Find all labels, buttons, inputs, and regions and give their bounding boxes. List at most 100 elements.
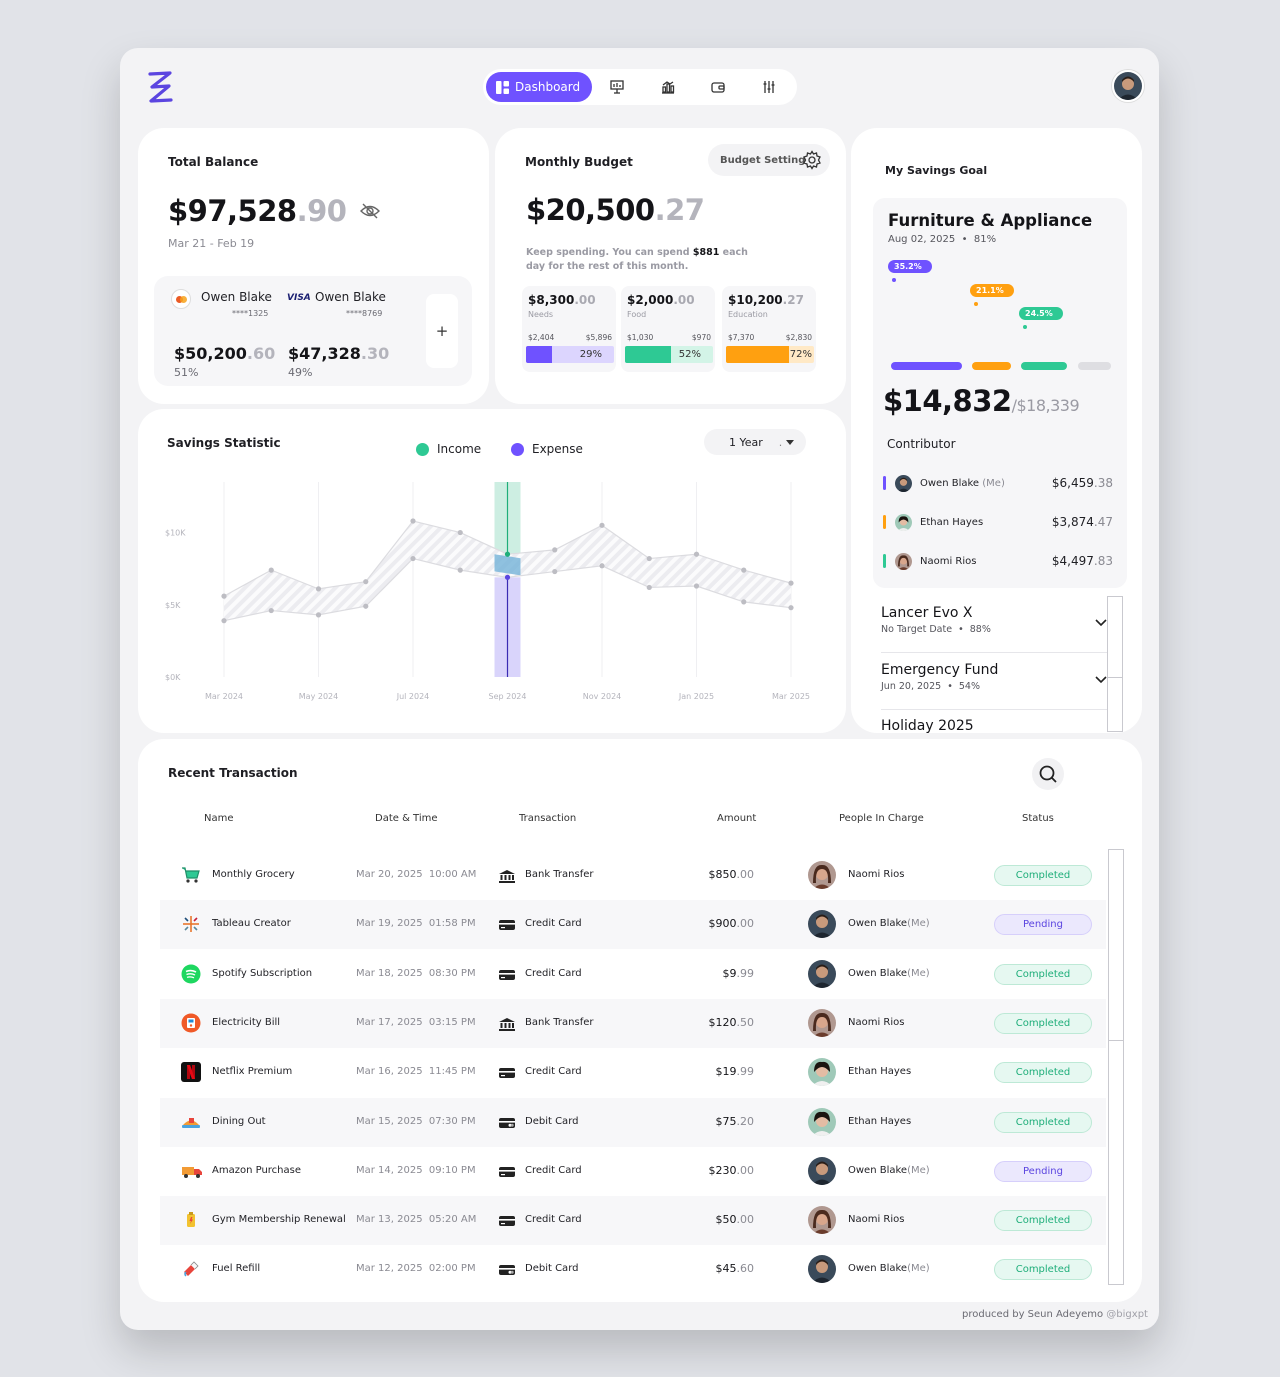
budget-note-amount: $881 (692, 247, 720, 258)
status-badge: Completed (994, 1012, 1092, 1034)
savings-chart[interactable]: $0K $5K $10K Mar 2024 May 2024 Jul 2024 Sep 20… (138, 409, 846, 733)
chevron-down-icon (1095, 676, 1107, 684)
contributor-1-name: Owen Blake (920, 478, 980, 489)
goal-amount: $14,832/$18,339 (883, 384, 1080, 418)
transaction-amount-dec: .20 (736, 1114, 755, 1128)
table-row[interactable]: Spotify Subscription Mar 18, 2025 08:30 P… (160, 950, 1106, 999)
debit-card-icon (498, 1262, 516, 1276)
contributor-1-amount-main: $6,459 (1051, 476, 1094, 490)
account-card-2[interactable]: VISA Owen Blake ****8769 $47,328.30 49% (274, 276, 414, 386)
col-header-name[interactable]: Name (204, 813, 234, 824)
transaction-method: Debit Card (525, 1115, 579, 1127)
income-point (646, 555, 652, 562)
transaction-amount: $120.50 (709, 1016, 755, 1029)
goal-row-emergency-pct: 54% (958, 681, 980, 692)
nav-board-tab[interactable] (592, 72, 642, 102)
table-row[interactable]: Fuel Refill Mar 12, 2025 02:00 PM Debit Ca… (160, 1245, 1106, 1294)
eye-off-icon[interactable] (360, 203, 380, 219)
col-header-people[interactable]: People In Charge (839, 813, 924, 824)
person-in-charge: Owen Blake(Me) (848, 1263, 930, 1274)
income-point (599, 522, 605, 528)
goal-row-emergency[interactable]: Emergency Fund Jun 20, 2025 • 54% (881, 662, 1107, 710)
budget-setting-button[interactable]: Budget Setting (708, 144, 830, 176)
expense-point (221, 618, 227, 624)
table-row[interactable]: Amazon Purchase Mar 14, 2025 09:10 PM Cred… (160, 1147, 1106, 1196)
nav-dashboard-tab[interactable]: Dashboard (486, 72, 593, 102)
period-select[interactable]: 1 Year . (704, 429, 806, 455)
table-row[interactable]: Electricity Bill Mar 17, 2025 03:15 PM Ban… (160, 998, 1106, 1048)
account-1-pct: 51% (174, 366, 199, 379)
transaction-date: Mar 13, 2025 05:20 AM (356, 1214, 477, 1226)
budget-category[interactable]: $2,000.00 Food $1,030 $970 52% (621, 286, 715, 372)
budget-category[interactable]: $8,300.00 Needs $2,404 $5,896 29% (522, 286, 616, 372)
goal-row-emergency-name: Emergency Fund (881, 662, 999, 678)
transaction-date: Mar 20, 2025 10:00 AM (356, 869, 477, 880)
transaction-name: Netflix Premium (212, 1066, 293, 1078)
contributor-color-bar (883, 515, 886, 529)
fuel-icon (181, 1259, 201, 1279)
table-row[interactable]: Dining Out Mar 15, 2025 07:30 PM Debit Car… (160, 1097, 1106, 1147)
avatar (808, 1255, 836, 1284)
budget-category[interactable]: $10,200.27 Education $7,370 $2,830 72% (722, 286, 816, 372)
budget-note-pre: Keep spending. You can spend (526, 247, 693, 258)
table-row[interactable]: Gym Membership Renewal Mar 13, 2025 05:20… (160, 1196, 1106, 1246)
transaction-amount: $50.00 (716, 1213, 755, 1226)
user-avatar[interactable] (1112, 70, 1144, 102)
transaction-name: Gym Membership Renewal (212, 1214, 346, 1226)
goal-row-holiday[interactable]: Holiday 2025 (881, 718, 1107, 733)
card-icon (498, 1065, 516, 1079)
transaction-date: Mar 15, 2025 07:30 PM (356, 1115, 476, 1127)
goal-subtitle: Aug 02, 2025 • 81% (888, 234, 997, 245)
col-header-transaction[interactable]: Transaction (519, 813, 577, 824)
goals-scrollbar-thumb[interactable] (1108, 677, 1122, 678)
avatar (808, 1107, 836, 1136)
budget-category-amount-main: $8,300 (528, 293, 575, 307)
add-account-button[interactable]: + (426, 294, 458, 368)
app-logo[interactable] (146, 70, 174, 104)
transactions-scrollbar[interactable] (1108, 849, 1124, 1285)
account-2-name: Owen Blake (315, 290, 386, 304)
gear-icon (803, 150, 821, 170)
contributor-name: Ethan Hayes (920, 517, 983, 528)
avatar (895, 514, 912, 531)
avatar (895, 475, 912, 492)
contributor-3-amount-main: $4,497 (1051, 554, 1094, 568)
table-row[interactable]: Netflix Premium Mar 16, 2025 11:45 PM Cred… (160, 1048, 1106, 1097)
goal-segment-naomi (1021, 362, 1067, 370)
goal-row-lancer[interactable]: Lancer Evo X No Target Date • 88% (881, 605, 1107, 653)
active-goal-panel[interactable]: Furniture & Appliance Aug 02, 2025 • 81%… (873, 198, 1127, 588)
income-point (504, 551, 511, 557)
nav-wallet-tab[interactable] (693, 72, 743, 102)
budget-category-amount-main: $10,200 (728, 293, 783, 307)
col-header-amount[interactable]: Amount (717, 813, 757, 824)
budget-category-spent: $7,370 (728, 333, 755, 342)
transactions-scrollbar-thumb[interactable] (1109, 1040, 1123, 1041)
account-1-amount-main: $50,200 (174, 344, 247, 363)
col-header-date[interactable]: Date & Time (375, 813, 438, 824)
contributor-3-amount-dec: .83 (1093, 554, 1113, 568)
col-header-status[interactable]: Status (1022, 813, 1054, 824)
goal-row-lancer-date: No Target Date (881, 624, 953, 635)
transaction-amount: $230.00 (709, 1164, 755, 1177)
income-point (741, 567, 747, 573)
transaction-amount-main: $120 (708, 1015, 737, 1029)
goal-name: Furniture & Appliance (888, 211, 1093, 230)
account-card-1[interactable]: Owen Blake ****1325 $50,200.60 51% (154, 276, 275, 386)
nav-settings-tab[interactable] (744, 72, 794, 102)
nav-analytics-tab[interactable] (643, 72, 693, 102)
transaction-method: Credit Card (525, 1164, 582, 1176)
avatar (808, 1058, 836, 1087)
card-icon (498, 917, 516, 931)
goals-scrollbar[interactable] (1107, 596, 1123, 732)
x-tick-label: Jul 2024 (396, 692, 430, 701)
goal-row-lancer-pct: 88% (969, 624, 991, 635)
transaction-name: Electricity Bill (212, 1016, 281, 1028)
status-badge: Completed (994, 963, 1092, 985)
table-row[interactable]: Tableau Creator Mar 19, 2025 01:58 PM Cred… (160, 900, 1106, 950)
status-badge: Completed (994, 1210, 1092, 1232)
transaction-amount-dec: .50 (736, 1015, 755, 1029)
search-button[interactable] (1032, 758, 1064, 790)
bank-icon (498, 868, 516, 883)
account-2-amount: $47,328.30 (288, 344, 389, 363)
table-row[interactable]: Monthly Grocery Mar 20, 2025 10:00 AM Bank… (160, 851, 1106, 900)
